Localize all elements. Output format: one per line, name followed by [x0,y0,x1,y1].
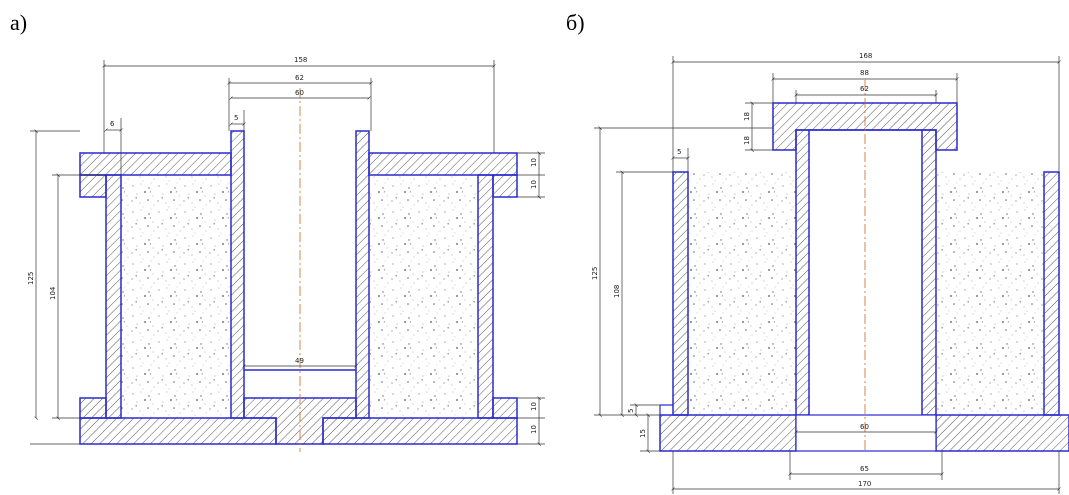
top-flange-lip-right-a [492,174,518,198]
top-cap-b [772,102,958,151]
outer-wall-left-b [672,171,689,416]
inner-tube-right-a [355,130,370,419]
dim-inner-width-second-a: 60 [295,89,304,97]
dim-bottom-plug-width-a: 49 [295,357,304,365]
base-plate-right-b [935,414,1069,452]
top-flange-right-a [368,152,518,176]
base-opening-b [795,414,937,452]
bottom-plate-left-a [79,417,277,445]
top-flange-left-a [79,152,232,176]
dim-cap-inner-width-b: 62 [860,85,869,93]
dim-body-height-a: 104 [49,286,57,300]
outer-wall-right-b [1043,171,1060,416]
dim-flange-bottom-upper-a: 10 [530,402,538,411]
bottom-lip-right-a [492,397,518,419]
dim-cap-thickness-lower-b: 18 [743,136,751,145]
drawing-b: 168 88 62 18 18 5 125 108 5 15 60 65 170 [591,52,1069,494]
dim-base-total-width-b: 170 [858,480,871,488]
concrete-fill-left-a [121,175,231,418]
concrete-fill-left-b [688,172,796,415]
dim-total-height-b: 125 [591,267,599,280]
dim-wall-thickness-a: 5 [234,114,238,122]
bottom-plate-right-a [322,417,518,445]
top-flange-lip-left-a [79,174,107,198]
dim-cap-width-b: 88 [860,69,869,77]
concrete-fill-right-b [936,172,1044,415]
dim-base-step-small-b: 5 [627,409,635,413]
dim-body-height-b: 108 [613,285,621,298]
dim-overall-width-a: 158 [294,56,307,64]
dim-cap-thickness-upper-b: 18 [743,112,751,121]
dim-base-thickness-b: 15 [639,429,647,438]
concrete-fill-right-a [370,175,478,418]
dim-flange-offset-a: 6 [110,120,115,128]
inner-tube-left-a [230,130,245,419]
inner-tube-right-b [921,129,937,416]
dim-flange-top-upper-a: 10 [530,158,538,167]
dim-wall-offset-b: 5 [677,148,681,156]
outer-wall-left-a [105,174,122,419]
dim-overall-width-b: 168 [859,52,872,60]
outer-wall-right-a [477,174,494,419]
dim-base-inner-width-b: 60 [860,423,869,431]
base-plate-left-b [659,414,797,452]
dim-inner-width-top-a: 62 [295,74,304,82]
dim-base-opening-width-b: 65 [860,465,869,473]
panel-label-a: а) [10,10,27,35]
drawing-a: 158 62 60 5 6 125 104 10 10 10 10 49 [27,56,545,452]
dim-total-height-a: 125 [27,272,35,285]
dim-flange-top-lower-a: 10 [530,180,538,189]
inner-tube-left-b [795,129,810,416]
dim-flange-bottom-lower-a: 10 [530,425,538,434]
bottom-lip-left-a [79,397,107,419]
panel-label-b: б) [566,10,585,35]
